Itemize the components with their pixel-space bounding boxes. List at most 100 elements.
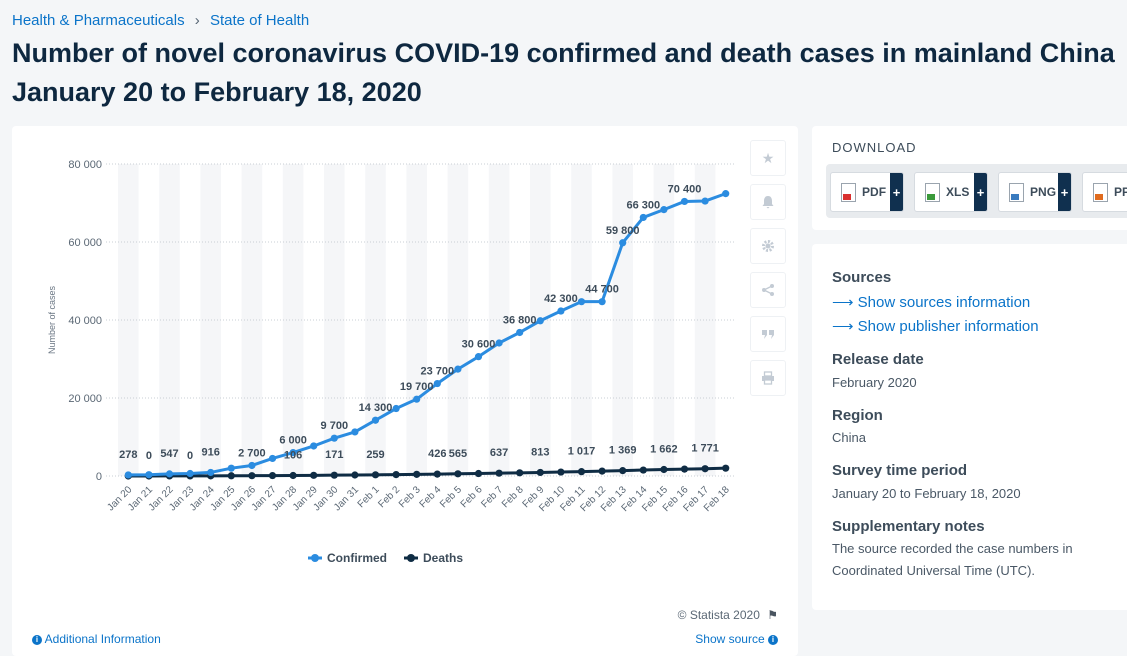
download-pdf-button[interactable]: PDF + [830,172,904,212]
region-value: China [832,430,866,445]
breadcrumb-state-of-health[interactable]: State of Health [209,12,310,29]
deaths-point [351,471,359,479]
confirmed-point [454,365,462,373]
column-band [694,164,716,476]
confirmed-point [660,206,668,214]
cite-button[interactable] [750,316,786,352]
confirmed-data-label: 42 300 [544,293,578,305]
confirmed-data-label: 44 700 [585,284,619,296]
deaths-data-label: 0 [146,450,152,462]
notification-button[interactable] [750,184,786,220]
confirmed-data-label: 19 700 [400,381,434,393]
x-tick-label: Feb 5 [438,484,464,510]
show-publisher-label: Show publisher information [857,318,1039,335]
confirmed-data-label: 6 000 [279,435,307,447]
credit-text: © Statista 2020 [677,608,760,622]
confirmed-point [268,454,277,463]
deaths-data-label: 1 771 [691,443,719,455]
deaths-point [536,468,544,477]
region-heading: Region [832,407,883,424]
deaths-data-label: 1 017 [568,446,596,458]
confirmed-point [413,395,421,403]
deaths-data-label: 1 369 [609,445,637,457]
confirmed-data-label: 70 400 [668,183,702,195]
pdf-file-icon [841,182,857,202]
confirmed-point [392,404,400,413]
show-sources-label: Show sources information [857,294,1031,311]
xls-label: XLS [946,185,970,199]
deaths-point [577,468,586,476]
deaths-point [557,468,565,476]
y-tick-label: 40 000 [68,315,102,327]
confirmed-point [186,469,194,478]
deaths-point [227,472,235,480]
show-publisher-link[interactable]: ⟶ Show publisher information [832,317,1039,335]
download-panel: DOWNLOAD PDF + XLS + PNG + PPT + [812,126,1127,230]
breadcrumb: Health & Pharmaceuticals › State of Heal… [12,12,309,29]
additional-information-link[interactable]: i Additional Information [32,632,161,646]
deaths-data-label: 0 [187,450,193,462]
deaths-point [289,471,297,480]
confirmed-data-label: 14 300 [359,402,393,414]
png-label: PNG [1030,185,1057,199]
confirmed-point [474,353,483,361]
confirmed-point [124,471,132,479]
download-heading: DOWNLOAD [832,140,917,155]
deaths-point [248,472,256,480]
favorite-button[interactable]: ★ [750,140,786,176]
deaths-point [516,469,524,477]
deaths-point [392,470,400,479]
release-date-heading: Release date [832,351,924,368]
deaths-point [722,464,730,472]
chart-card: 0 20 000 40 000 60 000 80 000 Number of cases… [12,126,798,656]
supplementary-notes-heading: Supplementary notes [832,518,985,535]
download-ppt-button[interactable]: PPT + [1082,172,1127,212]
breadcrumb-health[interactable]: Health & Pharmaceuticals [12,12,185,29]
show-source-link[interactable]: Show source i [695,632,778,646]
confirmed-point [289,449,297,457]
deaths-point [268,471,277,480]
x-tick-label: Feb 7 [479,484,505,510]
deaths-point [454,470,462,478]
confirmed-point [598,298,606,306]
print-icon [762,371,774,385]
confirmed-point [145,471,153,479]
confirmed-legend-label: Confirmed [327,551,387,565]
download-xls-button[interactable]: XLS + [914,172,988,212]
share-button[interactable] [750,272,786,308]
info-icon: i [32,635,42,645]
x-tick-label: Feb 1 [356,484,382,510]
ppt-file-icon [1093,182,1109,202]
bell-icon [762,196,774,209]
confirmed-point [248,461,256,470]
deaths-point [619,467,627,475]
confirmed-data-label: 23 700 [420,366,454,378]
confirmed-data-label: 547 [160,448,178,460]
y-tick-label: 20 000 [68,393,102,405]
sources-heading: Sources [832,269,892,286]
confirmed-point [577,298,586,306]
confirmed-point [619,239,627,247]
x-tick-label: Feb 3 [397,484,423,510]
download-png-button[interactable]: PNG + [998,172,1072,212]
show-sources-link[interactable]: ⟶ Show sources information [832,293,1030,311]
flag-icon[interactable]: ⚑ [767,608,778,622]
line-chart: 0 20 000 40 000 60 000 80 000 Number of cases… [47,159,736,565]
xls-file-icon [925,182,941,202]
deaths-point [680,465,689,473]
arrow-right-icon: ⟶ [832,318,858,335]
confirmed-point [557,307,565,315]
deaths-point [598,467,606,475]
confirmed-point [310,442,318,450]
png-file-icon [1009,182,1025,202]
statistic-details-panel: Sources ⟶ Show sources information ⟶ Sho… [812,244,1127,610]
share-icon [762,284,774,296]
settings-button[interactable] [750,228,786,264]
confirmed-data-label: 66 300 [626,199,660,211]
deaths-data-label: 426 [428,448,446,460]
confirmed-data-label: 2 700 [238,447,266,459]
deaths-data-label: 106 [284,449,302,461]
info-icon: i [768,635,778,645]
print-button[interactable] [750,360,786,396]
plus-icon: + [1057,173,1071,211]
